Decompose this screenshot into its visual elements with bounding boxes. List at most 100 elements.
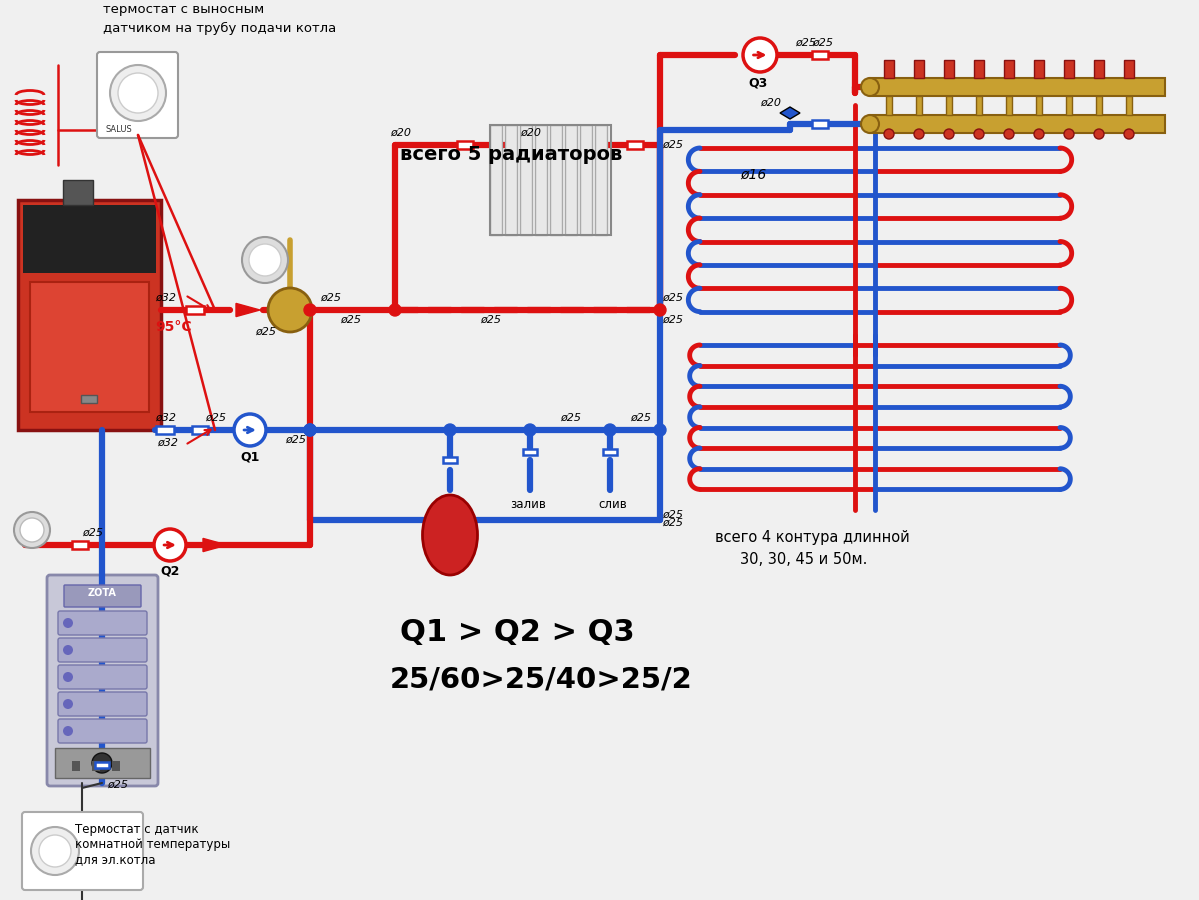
Bar — [82, 395, 97, 403]
Bar — [442, 457, 457, 464]
Circle shape — [234, 414, 266, 446]
Text: ø32: ø32 — [155, 413, 176, 423]
Circle shape — [64, 645, 73, 655]
Text: 30, 30, 45 и 50м.: 30, 30, 45 и 50м. — [740, 552, 867, 567]
Bar — [55, 748, 150, 778]
Bar — [974, 60, 984, 78]
Circle shape — [388, 304, 400, 316]
Polygon shape — [781, 107, 800, 119]
Bar — [1034, 60, 1044, 78]
Circle shape — [249, 244, 281, 276]
Circle shape — [1034, 129, 1044, 139]
Bar — [95, 761, 109, 768]
FancyBboxPatch shape — [58, 719, 147, 743]
Circle shape — [31, 827, 79, 875]
Bar — [156, 426, 174, 434]
Bar — [186, 306, 204, 314]
FancyBboxPatch shape — [58, 611, 147, 635]
Bar — [595, 125, 607, 235]
Circle shape — [1004, 129, 1014, 139]
Text: ø16: ø16 — [740, 168, 766, 182]
Text: ø25: ø25 — [320, 293, 341, 303]
Bar — [1123, 60, 1134, 78]
Text: ø25: ø25 — [812, 38, 833, 48]
Text: всего 5 радиаторов: всего 5 радиаторов — [400, 145, 622, 164]
Text: Q1 > Q2 > Q3: Q1 > Q2 > Q3 — [400, 618, 634, 647]
Text: ø25: ø25 — [662, 518, 683, 528]
Bar — [505, 125, 517, 235]
Circle shape — [64, 699, 73, 709]
Bar — [1093, 60, 1104, 78]
Bar — [627, 141, 643, 149]
Bar — [550, 125, 562, 235]
Bar — [64, 180, 94, 205]
Text: ø20: ø20 — [520, 128, 541, 138]
Text: датчиком на трубу подачи котла: датчиком на трубу подачи котла — [103, 22, 336, 35]
Bar — [812, 51, 829, 59]
Polygon shape — [236, 303, 260, 317]
Bar — [580, 125, 592, 235]
Ellipse shape — [422, 495, 477, 575]
Text: Термостат с датчик
комнатной температуры
для эл.котла: Термостат с датчик комнатной температуры… — [76, 823, 230, 866]
Bar — [490, 125, 611, 235]
Bar — [1064, 60, 1074, 78]
Text: Q3: Q3 — [748, 77, 767, 90]
Text: ø20: ø20 — [760, 98, 781, 108]
FancyBboxPatch shape — [47, 575, 158, 786]
Circle shape — [305, 424, 317, 436]
Text: Q2: Q2 — [159, 565, 180, 578]
Text: ø25: ø25 — [285, 435, 306, 445]
Bar — [72, 542, 88, 549]
Bar — [944, 60, 954, 78]
Bar — [523, 449, 537, 455]
Circle shape — [653, 424, 665, 436]
Circle shape — [1123, 129, 1134, 139]
Circle shape — [1064, 129, 1074, 139]
Text: ø25: ø25 — [205, 413, 225, 423]
Bar — [976, 96, 982, 115]
Text: слив: слив — [598, 498, 627, 511]
Text: ø25: ø25 — [629, 413, 651, 423]
Circle shape — [1093, 129, 1104, 139]
Bar — [520, 125, 532, 235]
Bar — [565, 125, 577, 235]
Circle shape — [153, 529, 186, 561]
Circle shape — [64, 618, 73, 628]
Circle shape — [118, 73, 158, 113]
Bar — [192, 427, 207, 434]
Circle shape — [305, 304, 317, 316]
Circle shape — [444, 424, 456, 436]
Bar — [457, 141, 472, 149]
FancyBboxPatch shape — [58, 692, 147, 716]
Circle shape — [305, 424, 317, 436]
FancyBboxPatch shape — [64, 585, 141, 607]
Bar — [30, 282, 149, 412]
Circle shape — [884, 129, 894, 139]
Text: Q1: Q1 — [240, 450, 259, 463]
Circle shape — [861, 115, 879, 133]
Bar — [884, 60, 894, 78]
Text: ø25: ø25 — [662, 140, 683, 150]
FancyBboxPatch shape — [18, 200, 161, 430]
Circle shape — [743, 38, 777, 72]
Bar — [812, 121, 829, 128]
Bar — [1126, 96, 1132, 115]
Polygon shape — [203, 538, 227, 552]
Bar — [112, 761, 120, 771]
Text: ø32: ø32 — [155, 293, 176, 303]
Circle shape — [914, 129, 924, 139]
Bar — [870, 115, 1165, 133]
FancyBboxPatch shape — [58, 665, 147, 689]
Text: SALUS: SALUS — [106, 125, 132, 134]
Text: 25/60>25/40>25/2: 25/60>25/40>25/2 — [390, 665, 693, 693]
Text: ø25: ø25 — [82, 528, 103, 538]
Text: ø20: ø20 — [390, 128, 411, 138]
Bar — [490, 125, 502, 235]
Bar — [1096, 96, 1102, 115]
Text: ø25: ø25 — [107, 780, 128, 790]
Text: ø25: ø25 — [560, 413, 582, 423]
Circle shape — [110, 65, 165, 121]
Circle shape — [92, 753, 112, 773]
Bar — [1004, 60, 1014, 78]
Circle shape — [944, 129, 954, 139]
